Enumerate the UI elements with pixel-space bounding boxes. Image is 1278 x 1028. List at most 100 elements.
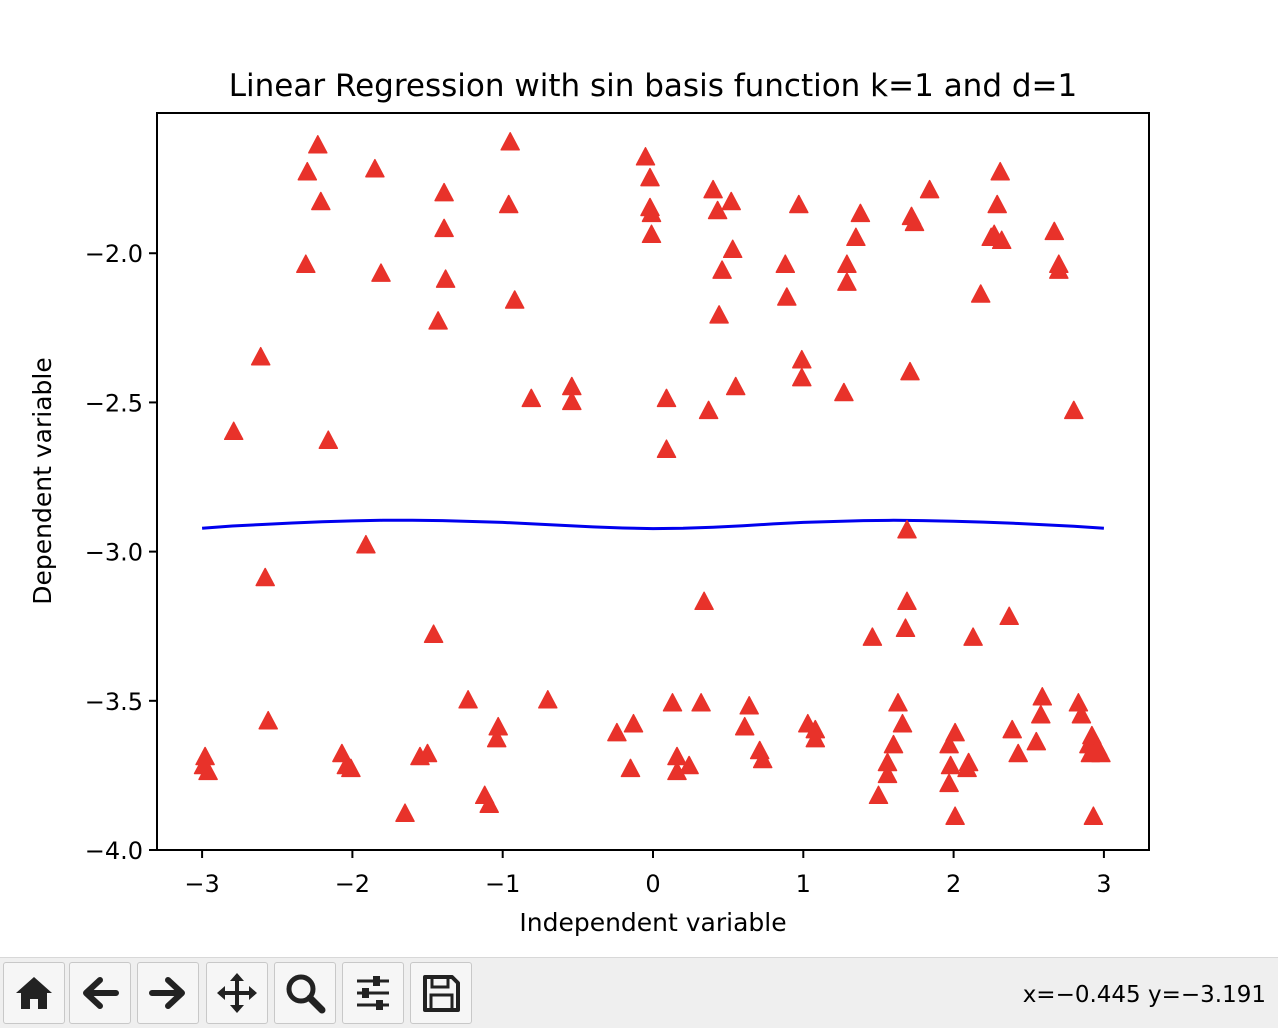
data-point xyxy=(1064,400,1084,420)
data-point xyxy=(775,254,796,273)
data-point xyxy=(311,191,331,211)
x-tick-label: −1 xyxy=(485,870,520,898)
home-icon xyxy=(16,977,52,1009)
data-point xyxy=(356,534,376,554)
data-point xyxy=(1008,743,1028,763)
data-point xyxy=(297,161,318,181)
x-tick-label: 2 xyxy=(946,870,961,898)
data-point xyxy=(607,722,627,742)
data-point xyxy=(635,147,656,166)
y-tick-label: −3.0 xyxy=(85,539,143,567)
data-point xyxy=(1082,725,1102,745)
data-point xyxy=(895,618,916,637)
data-point xyxy=(1068,693,1089,712)
data-point xyxy=(897,591,917,611)
x-tick-label: 3 xyxy=(1096,870,1111,898)
data-point xyxy=(792,367,812,387)
home-button[interactable] xyxy=(3,962,65,1024)
data-point xyxy=(752,749,773,769)
data-point xyxy=(789,194,809,214)
data-point xyxy=(837,272,857,291)
x-tick-label: 0 xyxy=(645,870,660,898)
data-point xyxy=(940,755,961,775)
data-point xyxy=(868,785,889,805)
data-point xyxy=(417,743,438,763)
data-point xyxy=(365,158,385,178)
data-point xyxy=(198,761,218,781)
regression-line xyxy=(201,518,1104,531)
axes-frame xyxy=(156,112,1150,851)
data-point xyxy=(805,728,826,748)
cursor-coordinates: x=−0.445 y=−3.191 xyxy=(1022,982,1266,1008)
x-tick-label: 1 xyxy=(796,870,811,898)
data-point xyxy=(990,161,1010,181)
y-tick-label: −2.5 xyxy=(85,389,143,417)
data-point xyxy=(662,693,683,712)
data-point xyxy=(656,439,677,458)
data-point xyxy=(987,194,1007,214)
data-point xyxy=(999,606,1019,626)
data-point xyxy=(486,728,507,748)
data-point xyxy=(296,254,316,273)
data-point xyxy=(562,391,582,411)
data-point xyxy=(1083,806,1104,825)
data-point xyxy=(521,388,542,408)
data-point xyxy=(1071,704,1092,724)
data-point xyxy=(862,627,883,646)
data-point xyxy=(957,758,977,778)
y-axis-label: Dependent variable xyxy=(28,357,57,604)
x-tick-label: −3 xyxy=(184,870,219,898)
data-point xyxy=(691,693,711,712)
data-point xyxy=(318,430,339,449)
data-point xyxy=(434,218,454,238)
move-icon xyxy=(217,973,257,1013)
pan-button[interactable] xyxy=(206,962,268,1024)
data-point xyxy=(734,716,755,736)
data-point xyxy=(1044,221,1065,241)
data-point xyxy=(395,803,415,822)
data-point xyxy=(939,773,959,793)
data-point xyxy=(777,287,797,306)
data-point xyxy=(883,734,904,754)
data-point xyxy=(939,734,959,754)
plot-area xyxy=(193,132,1111,825)
x-tick-label: −2 xyxy=(335,870,370,898)
y-tick-label: −4.0 xyxy=(85,837,143,865)
back-button[interactable] xyxy=(69,962,131,1024)
data-point xyxy=(498,194,519,214)
data-point xyxy=(250,346,271,366)
data-point xyxy=(722,239,743,259)
data-point xyxy=(640,167,660,187)
magnifier-icon xyxy=(286,974,326,1014)
axis-ticks: −3 −2 −1 0 1 2 3 −4.0 −3.5 −3.0 −2.5 −2.0 xyxy=(85,240,1112,898)
forward-button[interactable] xyxy=(137,962,199,1024)
data-point xyxy=(991,230,1012,250)
data-point xyxy=(641,224,662,244)
data-point xyxy=(1031,704,1051,724)
data-point xyxy=(435,269,456,288)
data-point xyxy=(223,421,244,441)
data-point xyxy=(620,758,641,778)
data-point xyxy=(308,135,328,154)
zoom-button[interactable] xyxy=(274,962,336,1024)
arrow-right-icon xyxy=(149,977,185,1009)
data-point xyxy=(1026,731,1047,751)
data-point xyxy=(1049,260,1069,279)
save-button[interactable] xyxy=(410,962,472,1024)
data-point xyxy=(725,376,746,396)
data-point xyxy=(428,311,448,330)
data-point xyxy=(679,755,699,775)
configure-subplots-button[interactable] xyxy=(342,962,404,1024)
data-point xyxy=(945,722,965,742)
data-point xyxy=(897,519,917,539)
data-point xyxy=(888,693,908,712)
data-point xyxy=(721,191,741,211)
data-point xyxy=(904,212,925,232)
data-point xyxy=(712,260,732,279)
data-point xyxy=(834,382,854,402)
figure-canvas[interactable]: Linear Regression with sin basis functio… xyxy=(0,0,1278,957)
data-point xyxy=(900,361,920,381)
data-point xyxy=(1002,719,1022,739)
arrow-left-icon xyxy=(83,977,119,1009)
data-point xyxy=(255,567,275,587)
